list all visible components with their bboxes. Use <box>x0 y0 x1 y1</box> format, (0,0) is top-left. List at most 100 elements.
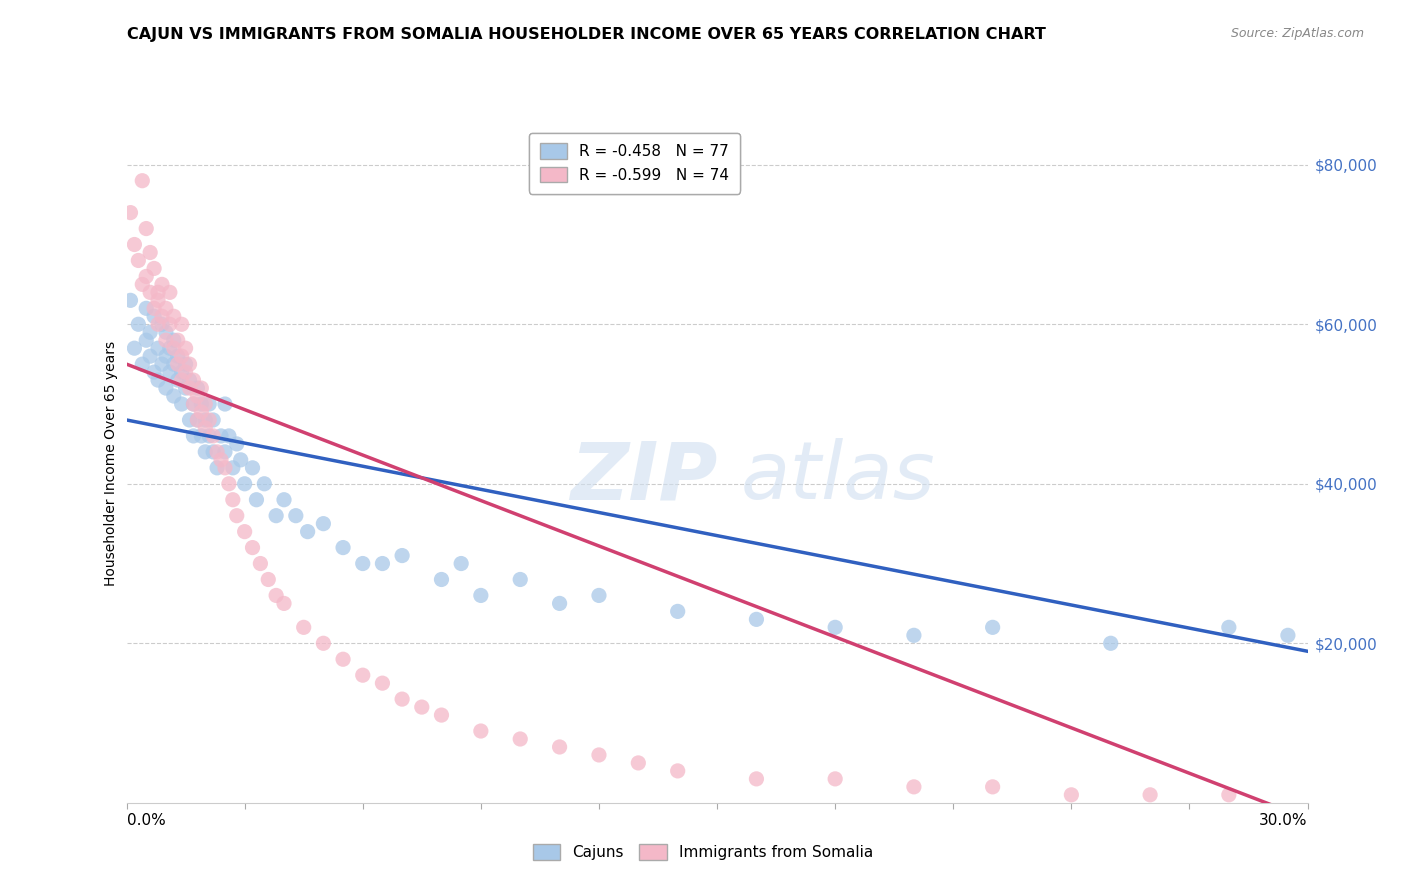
Point <box>332 652 354 666</box>
Point <box>627 756 650 770</box>
Point <box>194 397 217 411</box>
Point <box>391 549 413 563</box>
Point <box>284 508 307 523</box>
Point <box>146 373 169 387</box>
Point <box>155 325 177 339</box>
Point <box>198 397 221 411</box>
Point <box>159 285 181 300</box>
Point <box>179 381 201 395</box>
Point <box>127 318 149 332</box>
Point <box>174 341 197 355</box>
Point <box>143 365 166 379</box>
Point <box>166 349 188 363</box>
Point <box>194 413 217 427</box>
Point <box>352 668 374 682</box>
Point <box>411 700 433 714</box>
Point <box>166 373 188 387</box>
Point <box>150 318 173 332</box>
Point <box>150 310 173 324</box>
Point <box>1277 628 1299 642</box>
Point <box>1218 788 1240 802</box>
Point <box>159 318 181 332</box>
Point <box>194 421 217 435</box>
Y-axis label: Householder Income Over 65 years: Householder Income Over 65 years <box>104 342 118 586</box>
Point <box>222 460 245 475</box>
Point <box>186 413 208 427</box>
Point <box>159 341 181 355</box>
Point <box>170 397 193 411</box>
Point <box>214 397 236 411</box>
Point <box>273 596 295 610</box>
Point <box>155 381 177 395</box>
Point <box>371 557 394 571</box>
Point <box>745 612 768 626</box>
Point <box>312 516 335 531</box>
Text: 30.0%: 30.0% <box>1260 814 1308 828</box>
Point <box>143 261 166 276</box>
Point <box>292 620 315 634</box>
Point <box>131 174 153 188</box>
Text: CAJUN VS IMMIGRANTS FROM SOMALIA HOUSEHOLDER INCOME OVER 65 YEARS CORRELATION CH: CAJUN VS IMMIGRANTS FROM SOMALIA HOUSEHO… <box>127 27 1046 42</box>
Point <box>233 476 256 491</box>
Point <box>150 357 173 371</box>
Point <box>139 245 162 260</box>
Point <box>166 333 188 347</box>
Point <box>205 460 228 475</box>
Point <box>218 476 240 491</box>
Point <box>135 221 157 235</box>
Point <box>218 429 240 443</box>
Point <box>249 557 271 571</box>
Point <box>131 277 153 292</box>
Point <box>430 573 453 587</box>
Point <box>146 285 169 300</box>
Point <box>297 524 319 539</box>
Point <box>202 429 225 443</box>
Point <box>588 589 610 603</box>
Point <box>131 357 153 371</box>
Point <box>264 589 287 603</box>
Point <box>183 429 205 443</box>
Point <box>159 365 181 379</box>
Point <box>190 397 212 411</box>
Point <box>312 636 335 650</box>
Point <box>139 325 162 339</box>
Point <box>222 492 245 507</box>
Point <box>135 301 157 316</box>
Point <box>143 310 166 324</box>
Point <box>190 381 212 395</box>
Point <box>166 357 188 371</box>
Point <box>391 692 413 706</box>
Point <box>170 318 193 332</box>
Text: 0.0%: 0.0% <box>127 814 166 828</box>
Point <box>194 445 217 459</box>
Point <box>163 333 186 347</box>
Text: atlas: atlas <box>741 438 935 516</box>
Point <box>163 389 186 403</box>
Point <box>509 731 531 746</box>
Point <box>190 429 212 443</box>
Point <box>139 349 162 363</box>
Point <box>135 333 157 347</box>
Point <box>146 318 169 332</box>
Point <box>179 357 201 371</box>
Point <box>371 676 394 690</box>
Point <box>745 772 768 786</box>
Point <box>170 365 193 379</box>
Point <box>225 508 247 523</box>
Point <box>205 445 228 459</box>
Point <box>903 780 925 794</box>
Point <box>509 573 531 587</box>
Point <box>186 381 208 395</box>
Point <box>1139 788 1161 802</box>
Point <box>198 429 221 443</box>
Point <box>470 724 492 739</box>
Point <box>163 341 186 355</box>
Point <box>183 397 205 411</box>
Point <box>225 437 247 451</box>
Point <box>209 453 232 467</box>
Point <box>186 413 208 427</box>
Point <box>146 341 169 355</box>
Point <box>548 739 571 754</box>
Point <box>155 301 177 316</box>
Point <box>190 405 212 419</box>
